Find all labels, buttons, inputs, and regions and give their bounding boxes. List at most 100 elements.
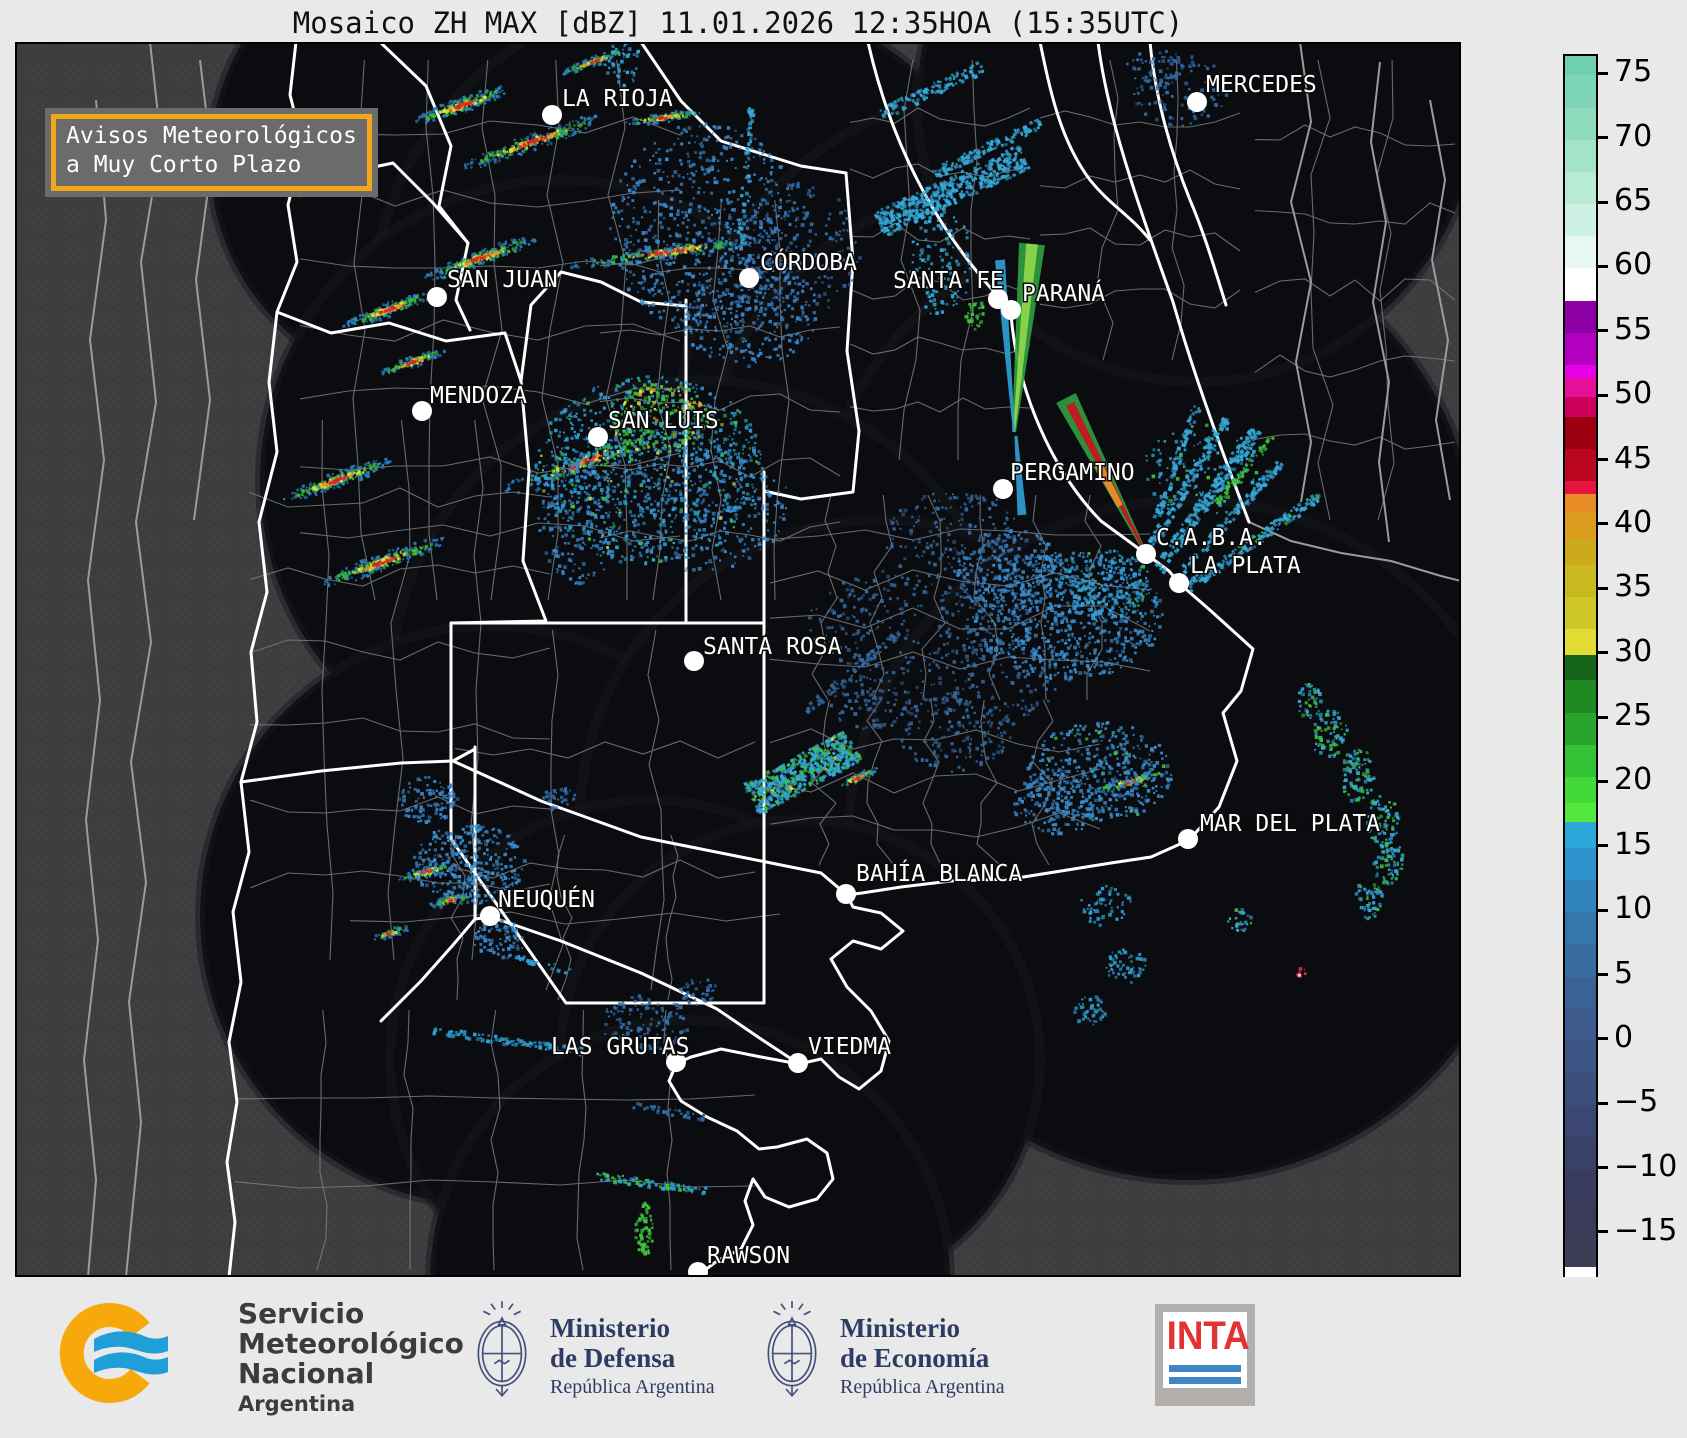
city-label: CÓRDOBA [760, 248, 857, 276]
economia-line-3: República Argentina [840, 1376, 1005, 1398]
colorbar-tick-label: 45 [1614, 440, 1653, 476]
colorbar-band [1565, 879, 1596, 913]
city-marker-paran-: PARANÁ [1001, 278, 1107, 320]
colorbar-tick-label: 50 [1614, 376, 1653, 412]
colorbar-tick-label: 20 [1614, 762, 1653, 798]
colorbar-tick-label: 60 [1614, 247, 1653, 283]
city-label: MERCEDES [1206, 72, 1317, 98]
colorbar-tick [1596, 844, 1608, 848]
city-label: VIEDMA [808, 1034, 891, 1060]
colorbar-tick-label: 55 [1614, 311, 1653, 347]
city-marker-bah-a-blanca: BAHÍA BLANCA [836, 858, 1024, 904]
colorbar-tick [1596, 973, 1608, 976]
argentina-crest-icon [767, 1301, 817, 1398]
city-label: RAWSON [707, 1243, 790, 1269]
colorbar-tick [1596, 1166, 1608, 1170]
colorbar-tick [1596, 715, 1608, 719]
city-marker-c-rdoba: CÓRDOBA [739, 247, 859, 288]
dbz-colorbar [1563, 54, 1598, 1281]
economia-text: Ministerio de Economía República Argenti… [840, 1313, 1005, 1399]
colorbar-tick-label: 5 [1614, 955, 1634, 991]
colorbar-tick [1596, 908, 1608, 912]
city-marker-pergamino: PERGAMINO [993, 459, 1136, 499]
colorbar-tick [1596, 1101, 1608, 1105]
smn-logo-icon [59, 1303, 168, 1403]
inta-bar-icon [1169, 1365, 1241, 1372]
colorbar-band [1565, 912, 1596, 945]
city-label: SAN JUAN [447, 267, 558, 293]
colorbar-tick [1596, 71, 1608, 75]
colorbar-tick-label: 15 [1614, 826, 1653, 862]
radar-map-canvas: MERCEDES LA RIOJA CÓRDOBA SAN JUAN SANTA FE P… [15, 42, 1461, 1277]
colorbar-band [1565, 822, 1596, 849]
city-marker-viedma: VIEDMA [788, 1033, 893, 1073]
colorbar-band [1565, 493, 1596, 514]
colorbar-tick-label: 40 [1614, 504, 1653, 540]
city-label: NEUQUÉN [498, 885, 595, 913]
colorbar-tick-label: 75 [1614, 54, 1653, 90]
city-marker-santa-fe: SANTA FE [892, 267, 1008, 309]
city-label: PERGAMINO [1010, 460, 1135, 486]
city-marker-mercedes: MERCEDES [1187, 71, 1318, 112]
colorbar-band [1565, 802, 1596, 823]
city-marker-rawson: RAWSON [688, 1242, 792, 1277]
colorbar-tick [1596, 458, 1608, 461]
short-term-warnings-button[interactable]: Avisos Meteorológicos a Muy Corto Plazo [45, 108, 378, 197]
colorbar-band [1565, 1137, 1596, 1171]
city-marker-san-luis: SAN LUIS [588, 407, 720, 447]
economia-logo-group: Ministerio de Economía República Argenti… [754, 1277, 1084, 1438]
colorbar-tick-label: −15 [1614, 1212, 1678, 1248]
city-label: MAR DEL PLATA [1200, 811, 1380, 837]
colorbar-band [1565, 976, 1596, 1010]
smn-line-2: Meteorológico [238, 1327, 464, 1360]
city-marker-mendoza: MENDOZA [412, 382, 529, 421]
colorbar-band [1565, 596, 1596, 630]
smn-line-3: Nacional [238, 1357, 375, 1390]
colorbar-tick [1596, 522, 1608, 526]
department-borders-layer [234, 59, 1456, 1271]
colorbar-band [1565, 448, 1596, 482]
colorbar-band [1565, 776, 1596, 804]
colorbar-band [1565, 397, 1596, 418]
colorbar-band [1565, 332, 1596, 366]
inta-bar-icon [1169, 1377, 1241, 1384]
defensa-logo-group: Ministerio de Defensa República Argentin… [464, 1277, 794, 1438]
warning-line-1: Avisos Meteorológicos [66, 123, 357, 149]
colorbar-band [1565, 712, 1596, 746]
city-marker-la-plata: LA PLATA [1169, 552, 1302, 593]
colorbar-tick-label: −10 [1614, 1148, 1678, 1184]
inta-logo: INTA [1155, 1304, 1255, 1406]
colorbar-tick [1596, 1230, 1608, 1234]
colorbar-tick [1596, 651, 1608, 655]
colorbar-tick-label: 35 [1614, 569, 1653, 605]
page-title: Mosaico ZH MAX [dBZ] 11.01.2026 12:35HOA… [292, 6, 1184, 40]
city-markers-layer: MERCEDES LA RIOJA CÓRDOBA SAN JUAN SANTA FE P… [412, 71, 1382, 1277]
colorbar-band [1565, 416, 1596, 450]
radar-map: MERCEDES LA RIOJA CÓRDOBA SAN JUAN SANTA FE P… [15, 42, 1461, 1277]
inta-label: INTA [1166, 1314, 1250, 1358]
city-label: PARANÁ [1022, 279, 1105, 307]
city-marker-mar-del-plata: MAR DEL PLATA [1178, 810, 1382, 849]
inta-logo-inner: INTA [1163, 1312, 1250, 1388]
colorbar-band [1565, 56, 1596, 76]
city-label: MENDOZA [430, 383, 527, 409]
colorbar-band [1565, 654, 1596, 681]
city-label: SANTA FE [893, 268, 1004, 294]
colorbar-tick-label: 65 [1614, 183, 1653, 218]
colorbar-band [1565, 75, 1596, 109]
foreign-borders-layer [82, 42, 1461, 1277]
colorbar-band [1565, 944, 1596, 978]
city-marker-las-grutas: LAS GRUTAS [550, 1033, 691, 1072]
colorbar-tick-label: 25 [1614, 698, 1653, 733]
colorbar-band [1565, 1040, 1596, 1074]
colorbar-band [1565, 204, 1596, 237]
footer-logo-bar: Servicio Meteorológico Nacional Argentin… [0, 1277, 1687, 1438]
colorbar-tick-label: 10 [1614, 891, 1653, 927]
province-borders-layer [225, 42, 1255, 1277]
city-label: SAN LUIS [608, 408, 719, 434]
defensa-line-1: Ministerio [550, 1313, 670, 1343]
colorbar-band [1565, 1073, 1596, 1106]
colorbar-band [1565, 139, 1596, 173]
colorbar-band [1565, 107, 1596, 141]
